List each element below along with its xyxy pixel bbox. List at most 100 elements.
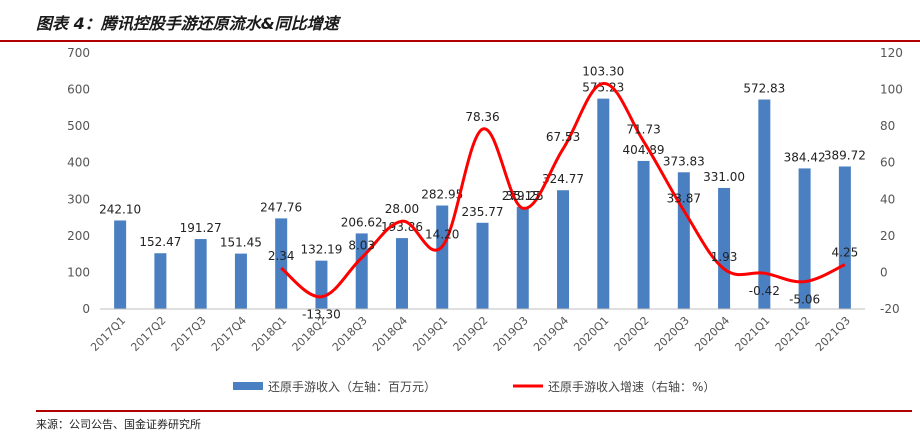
bar [275,218,288,309]
x-tick-label: 2019Q3 [491,314,531,354]
bar [355,233,368,309]
bar [154,253,167,309]
bar [798,168,811,309]
bar-value-label: 151.45 [220,236,262,250]
line-value-label: 33.87 [667,191,701,205]
bar-value-label: 132.19 [300,243,342,257]
bar [516,206,529,309]
line-value-label: 4.25 [832,246,859,260]
left-tick-label: 500 [67,119,90,133]
bar [597,98,610,309]
line-value-label: 78.36 [465,110,499,124]
line-series [280,82,846,299]
bar-value-label: 235.77 [462,205,504,219]
left-tick-label: 0 [82,302,90,316]
x-tick-label: 2018Q4 [370,314,410,354]
bar [557,190,570,309]
line-value-label: -0.42 [749,284,780,298]
x-tick-label: 2017Q1 [88,314,128,354]
right-tick-label: 80 [880,119,895,133]
bar-value-label: 242.10 [99,202,141,216]
title-bar: 图表 4：腾讯控股手游还原流水&同比增速 [0,0,920,42]
bar [234,253,247,309]
left-tick-label: 400 [67,156,90,170]
left-tick-label: 200 [67,229,90,243]
left-tick-label: 700 [67,46,90,60]
line-value-label: 14.20 [425,227,459,241]
bar [114,220,127,309]
bar [476,222,489,309]
line-value-labels: 2.34 -13.30 8.03 28.00 14.20 78.36 35.15 67.53 1… [268,65,858,322]
left-tick-label: 100 [67,265,90,279]
bar [395,238,408,309]
line-value-label: 35.15 [506,189,540,203]
right-tick-label: 100 [880,83,903,97]
left-axis: 0 100 200 300 400 500 600 700 [67,46,90,316]
bar-value-label: 324.77 [542,172,584,186]
left-tick-label: 600 [67,83,90,97]
line-value-label: 28.00 [385,202,419,216]
x-tick-label: 2019Q2 [451,314,491,354]
line-value-label: 2.34 [268,249,295,263]
x-tick-label: 2018Q1 [249,314,289,354]
right-tick-label: 40 [880,192,895,206]
bar-value-label: 247.76 [260,200,302,214]
legend-line-label: 还原手游收入增速（右轴：%） [548,379,715,394]
right-axis: -20 0 20 40 60 80 100 120 [880,46,903,316]
bar [315,260,328,309]
right-tick-label: -20 [880,302,900,316]
bar-value-label: 404.89 [623,143,665,157]
bar-value-label: 193.86 [381,220,423,234]
left-tick-label: 300 [67,192,90,206]
page-title: 图表 4：腾讯控股手游还原流水&同比增速 [36,14,339,33]
x-tick-label: 2019Q4 [531,314,571,354]
bar [758,99,771,309]
bar-value-label: 152.47 [139,235,181,249]
bar-value-label: 373.83 [663,154,705,168]
x-tick-label: 2021Q3 [813,314,853,354]
right-tick-label: 60 [880,156,895,170]
x-axis: 2017Q1 2017Q2 2017Q3 2017Q4 2018Q1 2018Q2 2018… [88,308,865,354]
x-tick-label: 2020Q2 [612,314,652,354]
bottom-rule [36,410,912,412]
x-tick-label: 2020Q1 [571,314,611,354]
x-tick-label: 2020Q3 [652,314,692,354]
bar-value-label: 206.62 [341,215,383,229]
bar [194,239,207,309]
x-tick-label: 2017Q3 [169,314,209,354]
x-tick-label: 2017Q4 [209,314,249,354]
legend-bar-swatch [233,382,263,390]
bar-value-label: 572.83 [743,82,785,96]
bar-series [114,98,851,309]
chart-area: 0 100 200 300 400 500 600 700 -20 0 20 40 60 80 100 12… [67,46,903,394]
line-value-label: 103.30 [582,65,624,79]
legend-bar-label: 还原手游收入（左轴：百万元） [268,379,436,394]
bar [838,166,851,309]
right-tick-label: 0 [880,265,888,279]
x-tick-label: 2020Q4 [692,314,732,354]
right-tick-label: 120 [880,46,903,60]
bar [436,205,449,309]
line-value-label: -5.06 [789,293,820,307]
bar-value-label: 331.00 [703,170,745,184]
x-tick-label: 2019Q1 [410,314,450,354]
line-value-label: 8.03 [348,239,375,253]
x-tick-label: 2021Q2 [773,314,813,354]
right-tick-label: 20 [880,229,895,243]
growth-line [280,82,846,299]
bar-value-label: 389.72 [824,148,866,162]
bar-value-label: 282.95 [421,188,463,202]
line-value-label: -13.30 [302,308,341,322]
source-note: 来源：公司公告、国金证券研究所 [36,418,201,431]
legend: 还原手游收入（左轴：百万元） 还原手游收入增速（右轴：%） [233,379,715,394]
bar-value-label: 384.42 [784,150,826,164]
x-tick-label: 2021Q1 [732,314,772,354]
x-tick-label: 2017Q2 [128,314,168,354]
line-value-label: 71.73 [626,122,660,136]
line-value-label: 67.53 [546,130,580,144]
line-value-label: 1.93 [711,250,738,264]
bar [637,160,650,309]
bar [718,187,731,309]
bar-value-label: 191.27 [180,221,222,235]
